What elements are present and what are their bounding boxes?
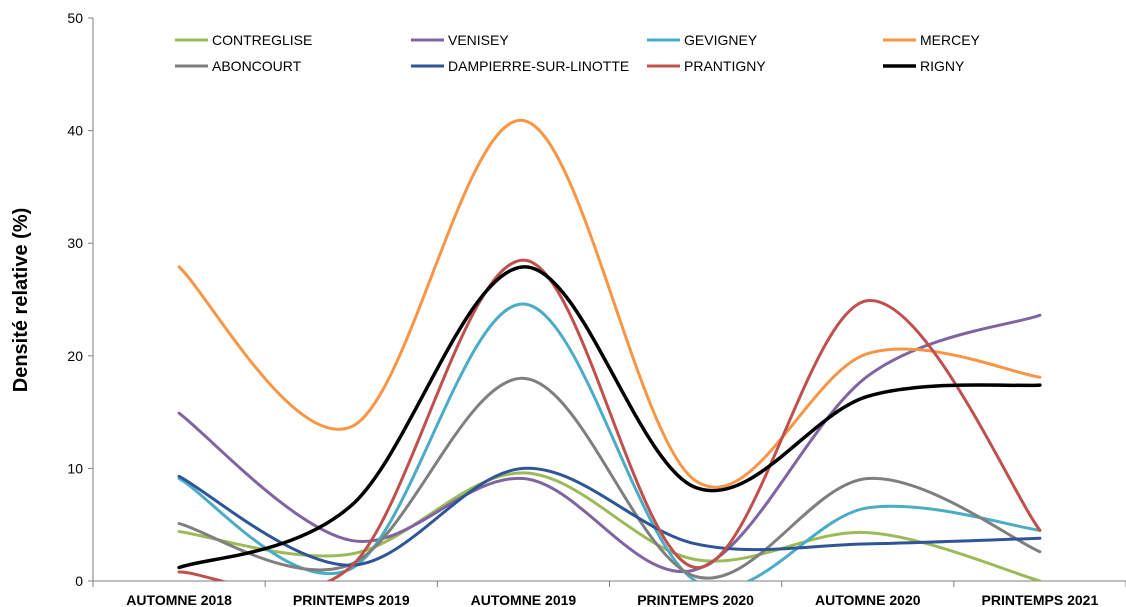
y-tick-label: 20 <box>67 348 83 364</box>
x-tick-label: AUTOMNE 2019 <box>471 592 577 607</box>
x-tick-label: AUTOMNE 2020 <box>815 592 921 607</box>
series-line-prantigny <box>177 258 1042 581</box>
legend-label-prantigny: PRANTIGNY <box>684 58 766 74</box>
series-lines <box>177 118 1042 581</box>
series-line-contreglise <box>177 471 1042 581</box>
y-axis-title: Densité relative (%) <box>10 208 32 393</box>
series-line-dampierre-sur-linotte <box>177 466 1042 567</box>
series-line-venisey <box>177 313 1042 574</box>
x-tick-label: PRINTEMPS 2020 <box>637 592 754 607</box>
y-tick-label: 10 <box>67 460 83 476</box>
legend-label-dampierre-sur-linotte: DAMPIERRE-SUR-LINOTTE <box>448 58 629 74</box>
y-tick-label: 0 <box>75 573 83 589</box>
legend-label-contreglise: CONTREGLISE <box>212 32 312 48</box>
series-line-gevigney <box>177 302 1042 581</box>
legend-label-gevigney: GEVIGNEY <box>684 32 758 48</box>
legend: CONTREGLISE VENISEY GEVIGNEY MERCEY ABONCOUR… <box>175 32 981 74</box>
x-tick-label: PRINTEMPS 2019 <box>293 592 410 607</box>
legend-label-rigny: RIGNY <box>920 58 965 74</box>
y-tick-label: 40 <box>67 123 83 139</box>
x-tick-label: PRINTEMPS 2021 <box>982 592 1099 607</box>
y-tick-label: 30 <box>67 235 83 251</box>
series-line-mercey <box>177 118 1042 489</box>
axes: 0 10 20 30 40 50 AUTOMNE 2018 PRINTEMPS 2019 AUT… <box>67 10 1126 607</box>
legend-label-aboncourt: ABONCOURT <box>212 58 302 74</box>
series-line-rigny <box>177 265 1042 570</box>
legend-label-venisey: VENISEY <box>448 32 509 48</box>
x-tick-label: AUTOMNE 2018 <box>126 592 232 607</box>
y-tick-label: 50 <box>67 10 83 26</box>
legend-label-mercey: MERCEY <box>920 32 981 48</box>
